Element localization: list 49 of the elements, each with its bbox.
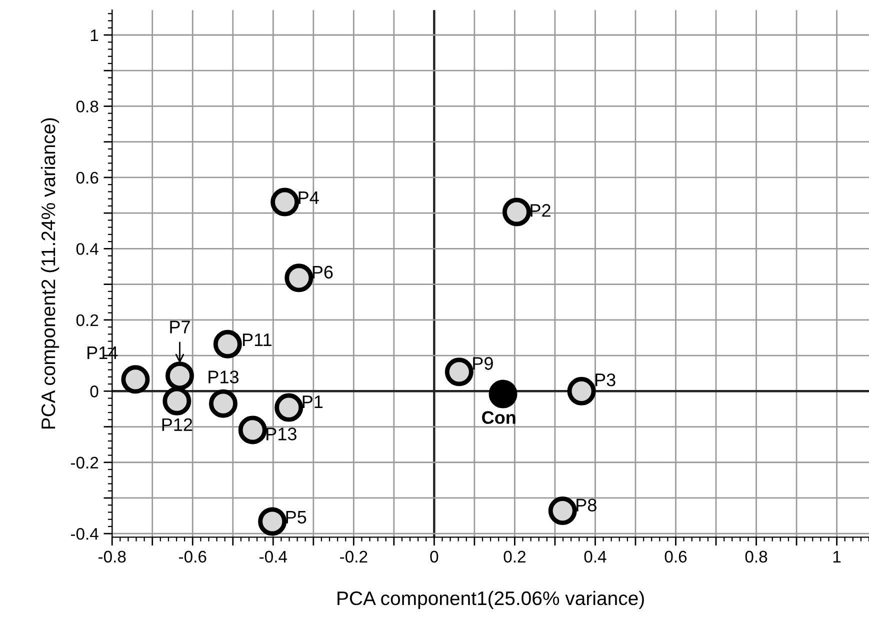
annotation: P6 xyxy=(312,266,333,279)
annotation: P11 xyxy=(243,334,272,346)
y-tick-label: 1 xyxy=(90,30,98,42)
y-tick-label: -0.4 xyxy=(70,528,98,540)
annotation: P4 xyxy=(298,192,319,204)
annotation: P8 xyxy=(576,498,596,512)
x-tick-label: 0.8 xyxy=(745,550,768,563)
point xyxy=(548,496,577,526)
y-tick-label: 0.2 xyxy=(76,314,98,326)
x-tick-label: 0.2 xyxy=(504,550,526,563)
annotation: P1 xyxy=(302,396,323,408)
point xyxy=(502,198,531,226)
annotation: P7 xyxy=(170,320,190,334)
point xyxy=(284,264,314,292)
annotation: P2 xyxy=(530,204,550,217)
y-tick-label: 0.4 xyxy=(76,243,98,255)
x-tick-label: -0.4 xyxy=(260,550,288,563)
annotation: Con xyxy=(482,411,516,424)
annotation: P9 xyxy=(473,357,493,370)
y-tick-label: 0.6 xyxy=(76,172,98,184)
point xyxy=(444,358,474,386)
point xyxy=(121,365,150,394)
point xyxy=(567,376,596,406)
y-tick-label: 0.8 xyxy=(76,100,98,112)
annotation: P3 xyxy=(596,373,616,386)
annotation: P12 xyxy=(162,418,192,431)
point xyxy=(208,389,238,418)
y-tick-label: -0.2 xyxy=(70,456,98,469)
y-tick-label: 0 xyxy=(90,386,98,398)
point xyxy=(488,380,518,408)
x-tick-label: 1 xyxy=(833,550,841,562)
point xyxy=(162,386,192,416)
x-tick-label: -0.2 xyxy=(340,550,368,563)
x-axis-title: PCA component1(25.06% variance) xyxy=(338,590,644,610)
x-tick-label: 0 xyxy=(430,550,438,563)
y-axis-title: PCA component2 (11.24% variance) xyxy=(40,118,60,429)
annotation: P13 xyxy=(208,370,238,384)
point xyxy=(238,416,267,444)
x-tick-label: 0.6 xyxy=(664,550,687,563)
annotation: P13 xyxy=(266,428,296,440)
x-tick-label: -0.8 xyxy=(98,550,126,563)
point xyxy=(274,393,304,422)
point xyxy=(213,330,242,358)
annotation: P5 xyxy=(286,510,306,524)
x-tick-label: -0.6 xyxy=(179,550,206,563)
x-tick-label: 0.4 xyxy=(584,550,606,563)
point xyxy=(165,362,194,390)
point xyxy=(258,507,287,536)
point xyxy=(270,188,300,216)
